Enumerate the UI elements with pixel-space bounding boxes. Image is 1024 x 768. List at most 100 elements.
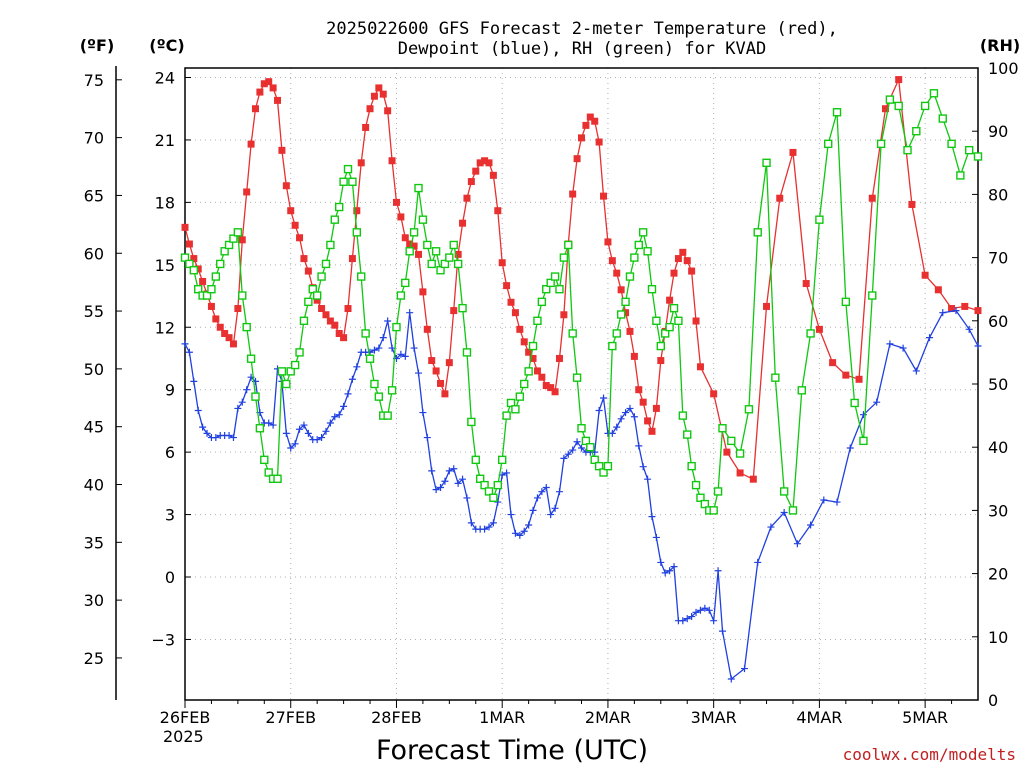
dewpoint-point [661,569,669,577]
rh-tick-label: 90 [988,122,1008,141]
dewpoint-point [459,475,467,483]
temperature-point [948,305,956,313]
dewpoint-point [657,558,665,566]
temperature-point [401,234,409,242]
rh-point [308,285,317,294]
temperature-point [908,200,916,208]
temperature-point [199,277,207,285]
dewpoint-point [705,606,713,614]
temperature-point [287,207,295,215]
temperature-point [238,236,246,244]
rh-tick-label: 40 [988,438,1008,457]
temperature-point [181,223,189,231]
temperature-point [666,296,674,304]
dewpoint-point [688,613,696,621]
temperature-point [194,265,202,273]
rh-point [286,367,295,376]
temperature-point [234,305,242,313]
temperature-point [282,182,290,190]
dewpoint-point [613,423,621,431]
temperature-point [644,417,652,425]
dewpoint-point [511,529,519,537]
dewpoint-point [450,465,458,473]
temperature-point [736,469,744,477]
chart-title-line1: 2025022600 GFS Forecast 2-meter Temperat… [326,19,838,39]
rh-point [462,348,472,357]
temperature-point [274,96,282,104]
rh-tick-label: 20 [988,565,1008,584]
temperature-point [881,105,889,113]
rh-point [321,259,331,269]
rh-point [603,461,613,471]
dewpoint-point [626,404,634,412]
dewpoint-point [375,344,383,352]
rh-point [533,316,542,325]
rh-point [251,392,260,401]
temperature-point [432,367,440,375]
temperature-point [467,178,475,186]
temperature-point [829,359,837,367]
rh-point [475,474,485,483]
temperature-point [617,286,625,294]
rh-point [753,228,762,237]
temperature-point [388,157,396,165]
temperature-point [375,84,383,92]
rh-point [229,234,238,243]
dewpoint-point [199,423,207,431]
rh-point [572,373,582,382]
dewpoint-point [926,334,934,342]
temperature-point [723,448,731,456]
rh-point [202,291,212,300]
temperature-point [229,340,237,348]
celsius-tick-label: 6 [165,443,175,462]
dewpoint-point [282,429,290,437]
rh-point [242,322,251,332]
temperature-point [591,117,599,125]
dewpoint-point [397,350,405,358]
rh-point [370,379,379,389]
temperature-point [688,267,696,275]
dewpoint-point [741,665,749,673]
dewpoint-point [291,440,299,448]
rh-point [903,145,912,155]
dewpoint-point [423,434,431,442]
dewpoint-point [714,567,722,575]
dewpoint-point [437,484,445,492]
rh-point [630,253,639,262]
temperature-point [441,390,449,398]
dewpoint-point [564,450,572,458]
dewpoint-point [622,409,630,417]
rh-point [594,461,604,471]
dewpoint-point [767,523,775,531]
x-tick-label: 4MAR [796,708,842,727]
dewpoint-point [467,519,475,527]
temperature-point [489,171,497,179]
dewpoint-point [718,627,726,635]
dewpoint-point [384,317,392,325]
temperature-point [318,305,326,313]
fahrenheit-tick-label: 75 [84,71,104,90]
rh-point [326,240,335,250]
rh-point [317,272,326,281]
dewpoint-point [296,425,304,433]
dewpoint-point [635,442,643,450]
temperature-point [185,240,193,248]
rh-point [674,316,683,325]
rh-point [652,316,661,325]
rh-point [401,278,410,288]
dewpoint-point [542,484,550,492]
rh-point [480,480,489,490]
temperature-point [225,334,233,342]
temperature-point [423,325,431,333]
rh-point [304,297,313,307]
dewpoint-point [727,675,735,683]
temperature-point [296,234,304,242]
temperature-point [353,207,361,215]
dewpoint-point [644,475,652,483]
temperature-point [516,325,524,333]
temperature-point [921,271,929,279]
rh-point [691,480,701,490]
temperature-point [551,388,559,396]
fahrenheit-tick-label: 40 [84,476,104,495]
celsius-tick-label: 3 [165,506,175,525]
